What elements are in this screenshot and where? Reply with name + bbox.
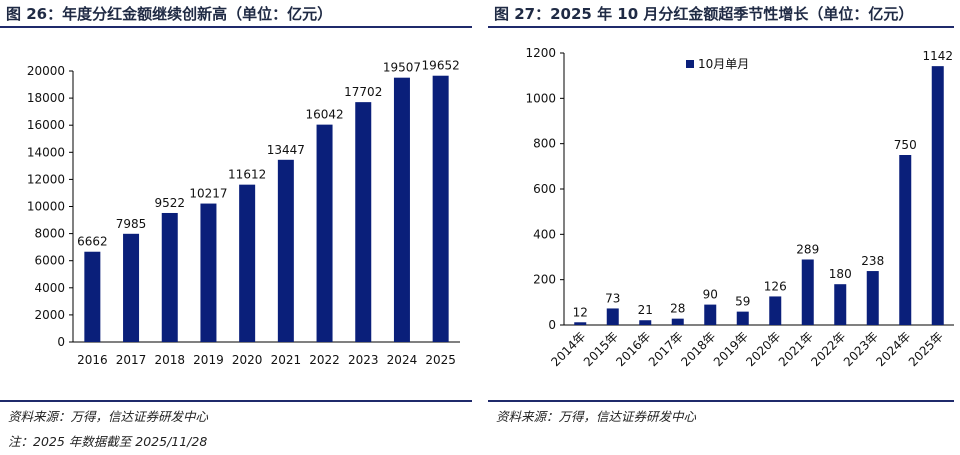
- data-label: 16042: [305, 108, 343, 122]
- data-label: 238: [861, 254, 884, 268]
- bar: [736, 311, 749, 325]
- data-label: 289: [796, 242, 819, 256]
- x-tick-label: 2018年: [678, 329, 718, 369]
- y-tick-label: 400: [533, 227, 556, 241]
- bar: [432, 75, 449, 343]
- bar: [931, 66, 944, 325]
- x-tick-label: 2025年: [906, 329, 946, 369]
- x-tick-label: 2019年: [711, 329, 751, 369]
- y-tick-label: 12000: [27, 172, 65, 186]
- data-label: 17702: [344, 85, 382, 99]
- bar: [161, 212, 178, 342]
- bar: [639, 320, 652, 325]
- y-tick-label: 10000: [27, 200, 65, 214]
- y-tick-label: 16000: [27, 118, 65, 132]
- source-rule: [0, 400, 472, 402]
- bar: [834, 284, 847, 325]
- x-tick-label: 2024: [387, 353, 418, 367]
- data-label: 12: [573, 305, 588, 319]
- x-tick-label: 2018: [154, 353, 185, 367]
- x-tick-label: 2025: [425, 353, 456, 367]
- y-tick-label: 20000: [27, 64, 65, 78]
- x-tick-label: 2022: [309, 353, 340, 367]
- x-tick-label: 2014年: [548, 329, 588, 369]
- annual-dividend-chart: 0 2000 4000 6000 8000 10000 12000 14000 16000 180…: [27, 59, 460, 367]
- data-label: 10217: [189, 187, 227, 201]
- x-tick-label: 2021年: [776, 329, 816, 369]
- x-tick-label: 2019: [193, 353, 224, 367]
- y-tick-label: 18000: [27, 91, 65, 105]
- bar: [769, 296, 782, 325]
- bar: [239, 184, 256, 342]
- title-rule: [0, 26, 472, 28]
- bar: [277, 159, 294, 342]
- figure-27-panel: 图 27：2025 年 10 月分红金额超季节性增长（单位：亿元） 0 200 40…: [488, 0, 960, 455]
- x-tick-label: 2024年: [873, 329, 913, 369]
- bar: [866, 271, 879, 325]
- figure-26-title: 图 26：年度分红金额继续创新高（单位：亿元）: [6, 5, 333, 23]
- source-note: 资料来源：万得，信达证券研发中心: [8, 409, 209, 424]
- data-label: 11612: [228, 168, 266, 182]
- source-note: 资料来源：万得，信达证券研发中心: [496, 409, 697, 424]
- y-tick-label: 6000: [34, 254, 65, 268]
- y-tick-label: 8000: [34, 227, 65, 241]
- y-tick-label: 4000: [34, 281, 65, 295]
- y-tick-label: 0: [548, 318, 556, 332]
- bar: [606, 308, 619, 325]
- data-label: 21: [638, 303, 653, 317]
- source-rule: [488, 400, 954, 402]
- data-label: 1142: [922, 49, 953, 63]
- data-label: 126: [764, 279, 787, 293]
- data-label: 180: [829, 267, 852, 281]
- y-tick-label: 14000: [27, 145, 65, 159]
- figure-26-panel: 图 26：年度分红金额继续创新高（单位：亿元） 0 2000 4000 6000 800…: [0, 0, 472, 455]
- footnote: 注：2025 年数据截至 2025/11/28: [8, 434, 208, 449]
- bar: [393, 77, 410, 342]
- bar: [84, 251, 101, 342]
- x-tick-label: 2021: [271, 353, 302, 367]
- bar: [801, 259, 814, 325]
- data-label: 28: [670, 302, 685, 316]
- y-tick-label: 600: [533, 182, 556, 196]
- data-label: 19507: [383, 61, 421, 75]
- data-label: 73: [605, 291, 620, 305]
- figure-27-title: 图 27：2025 年 10 月分红金额超季节性增长（单位：亿元）: [494, 5, 914, 23]
- x-tick-label: 2020年: [743, 329, 783, 369]
- x-tick-label: 2016年: [613, 329, 653, 369]
- x-tick-label: 2016: [77, 353, 108, 367]
- y-tick-label: 2000: [34, 308, 65, 322]
- bar: [574, 322, 587, 325]
- bar: [704, 304, 717, 325]
- data-label: 13447: [267, 143, 305, 157]
- legend-swatch: [686, 60, 694, 68]
- y-tick-label: 1200: [525, 46, 556, 60]
- bar: [355, 102, 372, 342]
- y-tick-label: 800: [533, 137, 556, 151]
- x-tick-label: 2017: [116, 353, 147, 367]
- y-tick-label: 200: [533, 273, 556, 287]
- x-tick-label: 2022年: [808, 329, 848, 369]
- bar: [899, 155, 912, 325]
- bar: [123, 233, 140, 342]
- data-label: 59: [735, 295, 750, 309]
- title-rule: [488, 26, 954, 28]
- data-label: 750: [894, 138, 917, 152]
- legend-label: 10月单月: [698, 57, 749, 71]
- x-tick-label: 2015年: [581, 329, 621, 369]
- data-label: 90: [703, 288, 718, 302]
- x-tick-label: 2023年: [841, 329, 881, 369]
- bar: [671, 318, 684, 325]
- bar: [200, 203, 217, 342]
- data-label: 19652: [422, 59, 460, 73]
- data-label: 6662: [77, 235, 108, 249]
- y-tick-label: 0: [57, 335, 65, 349]
- x-tick-label: 2020: [232, 353, 263, 367]
- bar: [316, 124, 333, 343]
- october-dividend-chart: 0 200 400 600 800 1000 1200 12 2014年 73 2015年 21 201…: [525, 46, 954, 369]
- x-tick-label: 2023: [348, 353, 379, 367]
- x-tick-label: 2017年: [646, 329, 686, 369]
- y-tick-label: 1000: [525, 91, 556, 105]
- data-label: 9522: [154, 196, 185, 210]
- data-label: 7985: [116, 217, 147, 231]
